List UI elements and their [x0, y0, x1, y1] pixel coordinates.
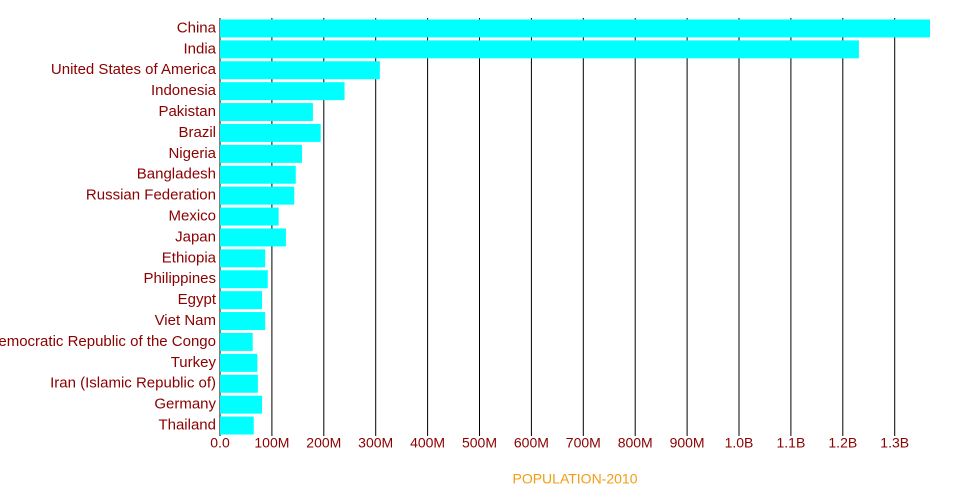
y-tick-label: Pakistan [158, 103, 216, 120]
bar [220, 395, 263, 414]
bar [220, 374, 258, 393]
y-tick-label: Bangladesh [137, 166, 216, 183]
y-tick-label: Iran (Islamic Republic of) [50, 375, 216, 392]
x-tick-label: 600M [514, 435, 549, 451]
y-tick-label: United States of America [51, 61, 217, 78]
bar [220, 249, 266, 268]
bar [220, 144, 303, 163]
bar [220, 332, 253, 351]
bar [220, 228, 286, 247]
bar [220, 165, 296, 184]
y-tick-label: Nigeria [168, 145, 216, 162]
bar [220, 82, 345, 101]
bar [220, 207, 279, 226]
y-tick-label: Ethiopia [162, 249, 217, 266]
bar [220, 123, 321, 142]
bar [220, 19, 930, 38]
bar [220, 291, 263, 310]
y-tick-label: Democratic Republic of the Congo [0, 333, 216, 350]
y-tick-label: Japan [175, 228, 216, 245]
bar [220, 270, 268, 289]
x-tick-label: 200M [306, 435, 341, 451]
y-tick-label: Egypt [178, 291, 217, 308]
x-tick-label: 1.0B [725, 435, 754, 451]
bar [220, 353, 258, 372]
x-tick-label: 1.3B [880, 435, 909, 451]
x-tick-label: 400M [410, 435, 445, 451]
x-tick-label: 1.2B [828, 435, 857, 451]
x-tick-label: 100M [254, 435, 289, 451]
x-tick-label: 900M [670, 435, 705, 451]
x-axis-title: POPULATION-2010 [512, 471, 637, 487]
x-tick-label: 0.0 [210, 435, 230, 451]
bar [220, 103, 313, 122]
x-tick-label: 300M [358, 435, 393, 451]
y-tick-label: Thailand [158, 417, 216, 434]
x-tick-label: 1.1B [777, 435, 806, 451]
y-tick-label: Viet Nam [155, 312, 216, 329]
bar [220, 61, 380, 80]
y-tick-label: India [183, 40, 216, 57]
bar [220, 416, 254, 435]
y-tick-label: Turkey [171, 354, 217, 371]
bar [220, 40, 859, 59]
bar [220, 312, 266, 331]
y-tick-label: Germany [154, 396, 216, 413]
y-tick-label: Mexico [168, 208, 216, 225]
y-tick-label: Russian Federation [86, 187, 216, 204]
bar [220, 186, 295, 205]
x-tick-label: 800M [618, 435, 653, 451]
y-tick-label: China [177, 19, 217, 36]
y-tick-label: Brazil [178, 124, 216, 141]
y-tick-label: Indonesia [151, 82, 217, 99]
x-tick-label: 700M [566, 435, 601, 451]
x-tick-label: 500M [462, 435, 497, 451]
y-tick-label: Philippines [143, 270, 216, 287]
